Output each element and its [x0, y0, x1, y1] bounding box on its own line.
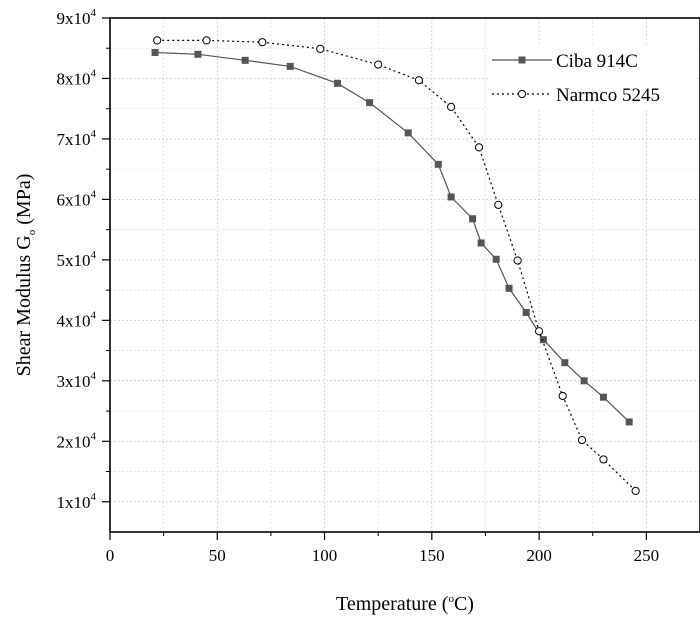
x-axis-title: Temperature (oC) — [336, 593, 474, 615]
y-tick-label: 9x104 — [57, 7, 97, 28]
data-point-ciba-914c — [366, 99, 374, 107]
data-point-narmco-5245 — [577, 435, 587, 445]
data-point-ciba-914c — [561, 359, 569, 367]
data-point-ciba-914c — [625, 418, 633, 426]
data-point-ciba-914c — [333, 79, 341, 87]
data-point-ciba-914c — [539, 336, 547, 344]
x-axis-title-sup: o — [448, 593, 454, 605]
y-tick-label: 4x104 — [57, 309, 97, 330]
legend-label-narmco-5245: Narmco 5245 — [556, 85, 660, 106]
legend-marker-ciba-914c — [518, 56, 526, 64]
legend-label-ciba-914c: Ciba 914C — [556, 51, 638, 72]
data-point-ciba-914c — [505, 284, 513, 292]
y-tick-label: 1x104 — [57, 491, 97, 512]
data-point-ciba-914c — [492, 255, 500, 263]
y-axis-title-unit: (MPa) — [13, 174, 35, 230]
y-tick-label: 2x104 — [57, 430, 97, 451]
data-point-ciba-914c — [151, 48, 159, 56]
data-point-narmco-5245 — [258, 38, 267, 47]
y-tick-label: 8x104 — [57, 67, 97, 88]
data-point-narmco-5245 — [558, 391, 567, 401]
x-tick-label: 0 — [106, 546, 115, 565]
data-point-narmco-5245 — [494, 200, 503, 209]
data-point-narmco-5245 — [599, 455, 608, 464]
data-point-ciba-914c — [241, 56, 249, 64]
data-point-narmco-5245 — [474, 143, 484, 152]
data-point-narmco-5245 — [202, 36, 211, 45]
axis-ticks: 0 50 100 150 200 250 1x104 2x104 3x104 4x104 5x104… — [57, 7, 660, 565]
legend-background — [488, 44, 698, 110]
data-point-narmco-5245 — [447, 102, 456, 111]
plot-frame — [109, 17, 700, 533]
data-point-ciba-914c — [477, 239, 485, 247]
data-point-ciba-914c — [404, 129, 412, 137]
x-tick-label: 50 — [209, 546, 226, 565]
data-point-narmco-5245 — [374, 60, 383, 69]
data-point-ciba-914c — [580, 377, 588, 385]
legend-marker-narmco-5245 — [517, 89, 527, 99]
y-tick-label: 6x104 — [57, 188, 97, 209]
data-point-narmco-5245 — [631, 486, 640, 495]
data-point-ciba-914c — [599, 393, 607, 401]
x-tick-label: 200 — [526, 546, 552, 565]
data-point-narmco-5245 — [316, 44, 325, 53]
y-axis-title-sub: o — [26, 229, 38, 235]
y-tick-label: 7x104 — [57, 128, 97, 149]
data-point-ciba-914c — [522, 308, 530, 316]
x-tick-label: 100 — [312, 546, 338, 565]
y-axis-title: Shear Modulus Go (MPa) — [13, 174, 38, 377]
data-point-ciba-914c — [469, 215, 477, 223]
data-point-narmco-5245 — [513, 256, 522, 265]
grid-lines — [110, 18, 700, 532]
x-tick-label: 150 — [419, 546, 445, 565]
x-tick-label: 250 — [634, 546, 660, 565]
data-point-ciba-914c — [447, 193, 455, 201]
x-axis-title-text: Temperature ( — [336, 593, 449, 615]
y-tick-label: 5x104 — [57, 249, 97, 270]
data-point-ciba-914c — [434, 160, 442, 168]
data-point-narmco-5245 — [153, 36, 162, 45]
x-axis-title-unit: C) — [454, 593, 474, 615]
data-point-ciba-914c — [194, 50, 202, 58]
data-point-narmco-5245 — [414, 76, 424, 85]
data-point-narmco-5245 — [534, 327, 544, 336]
y-axis-title-text: Shear Modulus G — [13, 235, 35, 376]
data-point-ciba-914c — [286, 62, 294, 70]
y-tick-label: 3x104 — [57, 370, 97, 391]
series-layer — [151, 36, 640, 495]
legend: Ciba 914C Narmco 5245 — [488, 44, 698, 110]
